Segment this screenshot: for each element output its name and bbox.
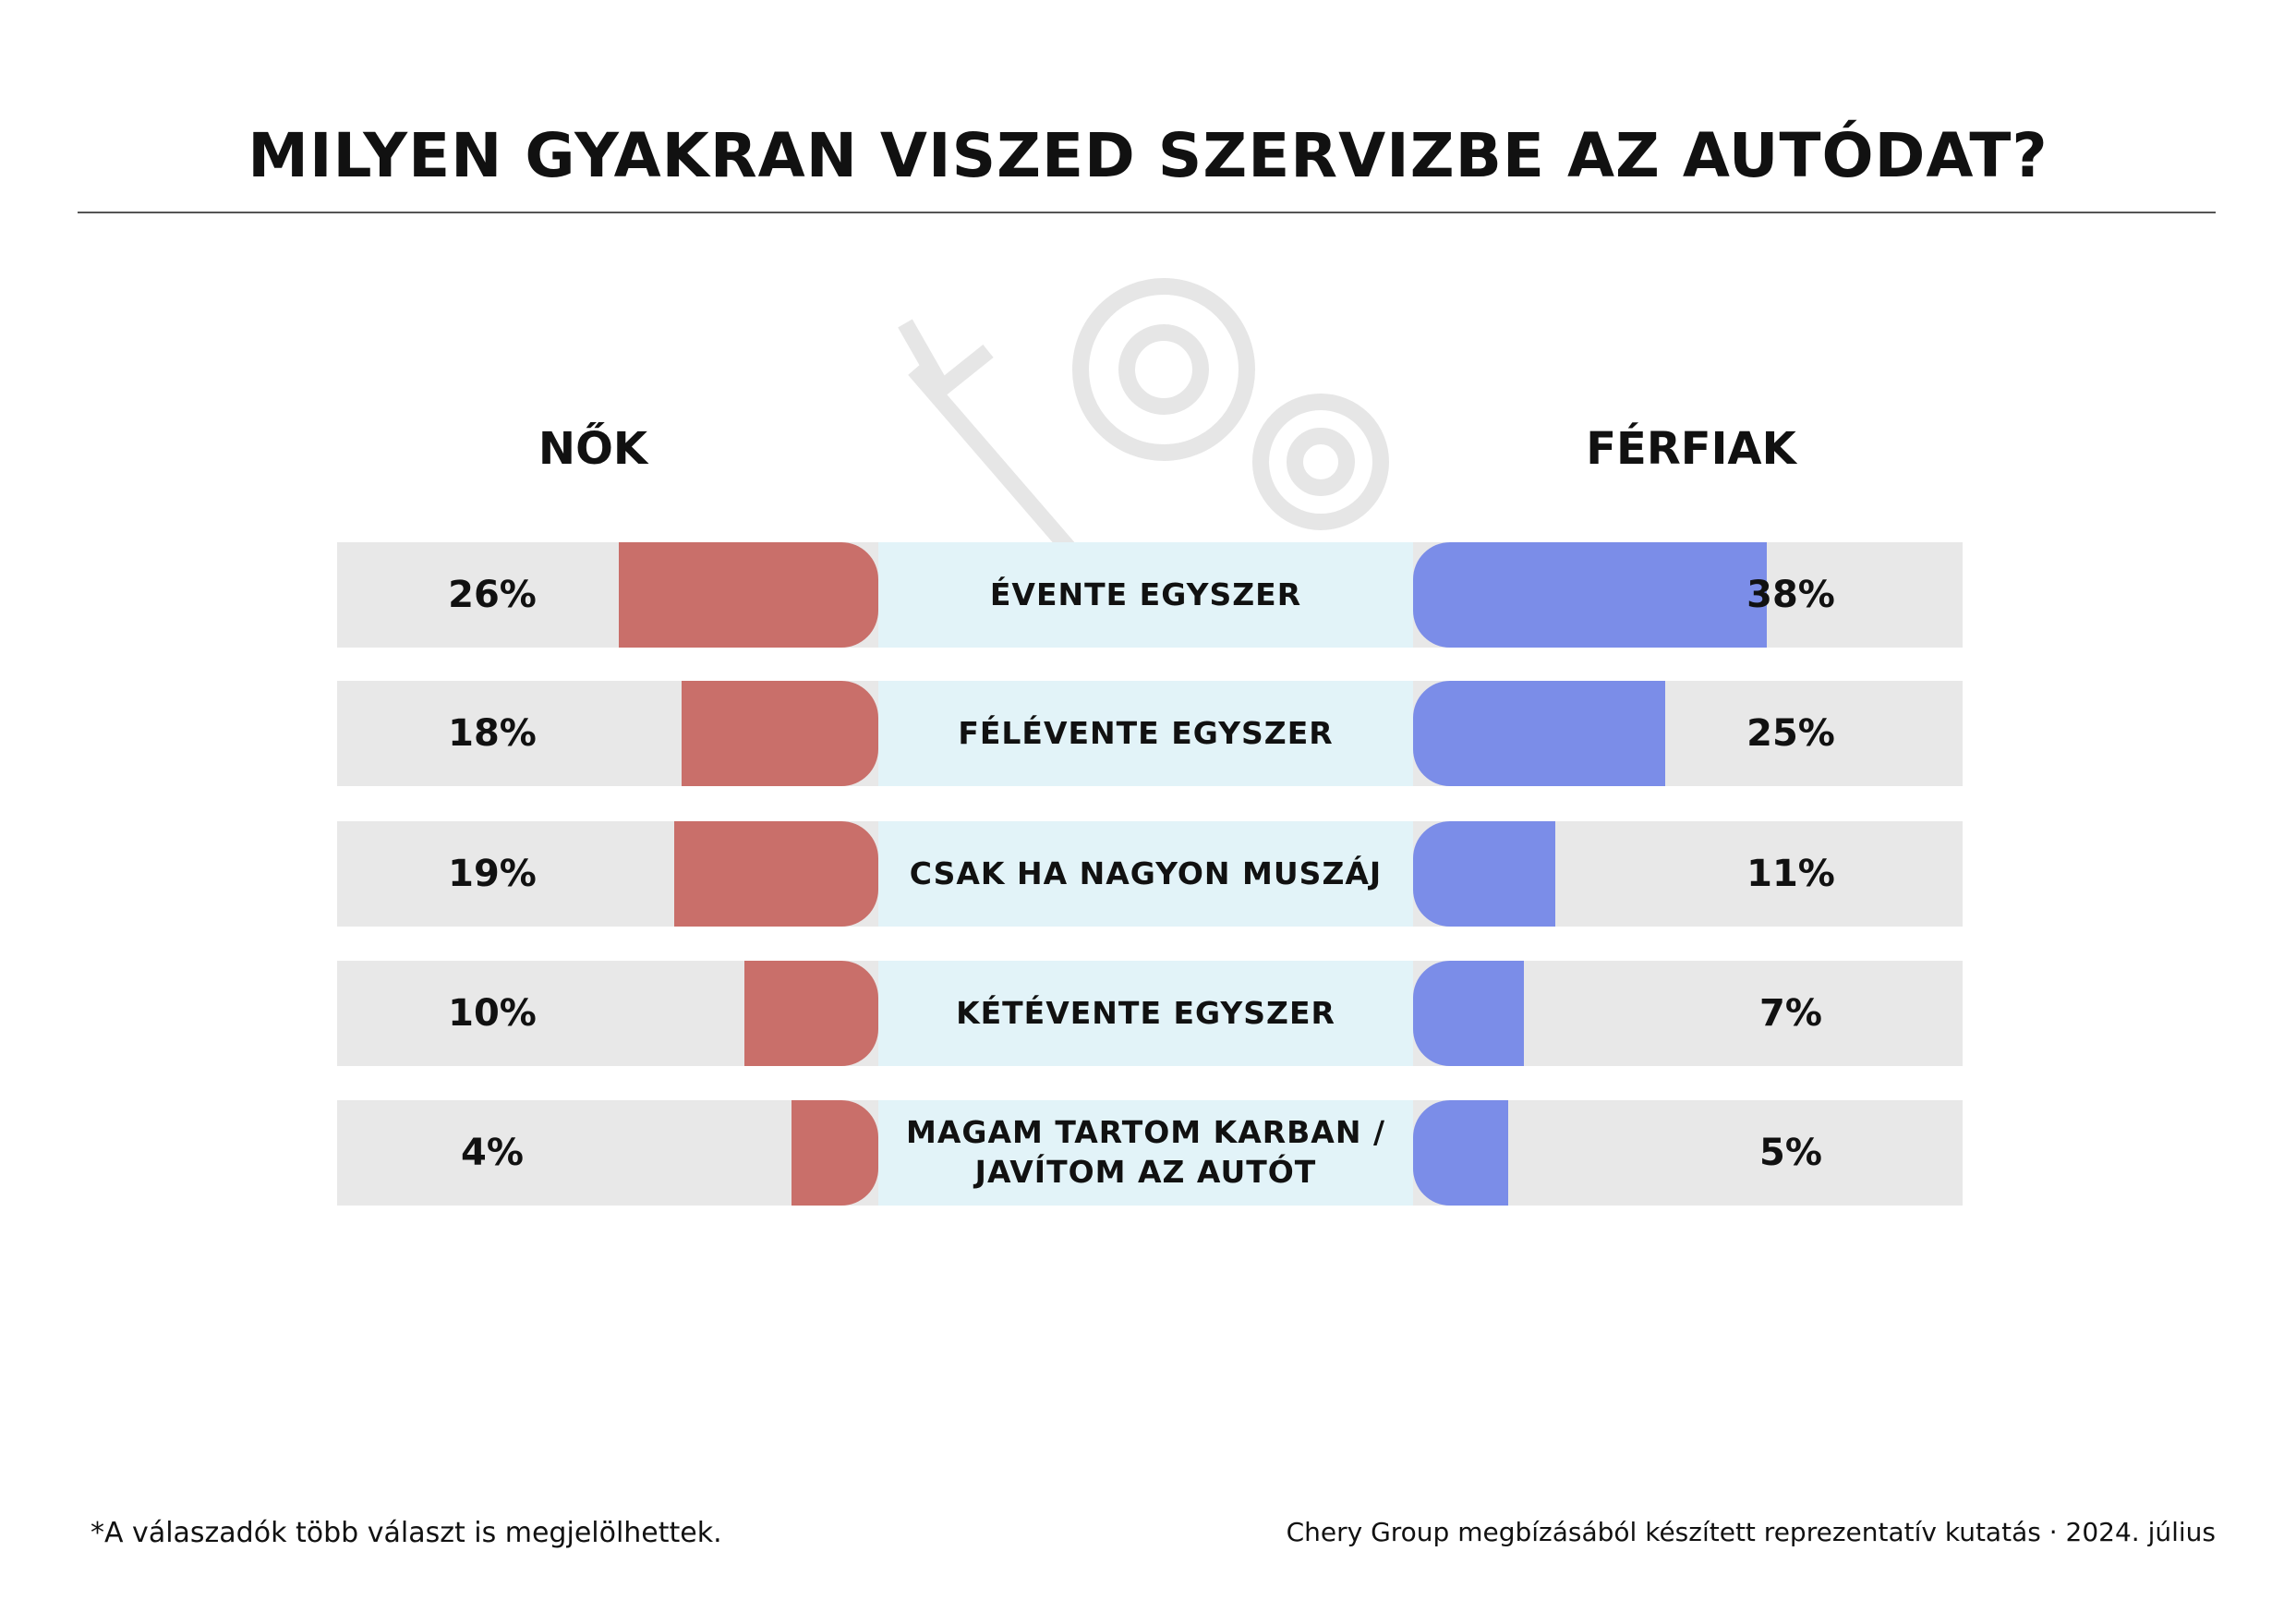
chart-title: MILYEN GYAKRAN VISZED SZERVIZBE AZ AUTÓD… <box>248 120 2048 191</box>
legend-men: FÉRFIAK <box>1586 423 1796 475</box>
value-label: 5% <box>1759 1132 1822 1174</box>
bar <box>1413 961 1524 1066</box>
category-label: FÉLÉVENTE EGYSZER <box>958 714 1334 751</box>
bar <box>619 542 878 648</box>
value-label: 11% <box>1746 853 1835 895</box>
value-label: 10% <box>448 992 537 1035</box>
category-background <box>878 542 1413 648</box>
footnote: *A válaszadók több választ is megjelölhe… <box>91 1517 722 1549</box>
bar <box>673 821 878 927</box>
legend-women: NŐK <box>538 423 648 475</box>
category-background <box>878 1100 1413 1206</box>
value-label: 38% <box>1746 574 1835 616</box>
bar <box>792 1100 878 1206</box>
category-label: ÉVENTE EGYSZER <box>989 576 1302 612</box>
value-label: 26% <box>448 574 537 616</box>
value-label: 25% <box>1746 712 1835 755</box>
gear-decoration <box>898 278 1389 578</box>
bar <box>682 681 878 786</box>
value-label: 18% <box>448 712 537 755</box>
value-label: 7% <box>1759 992 1822 1035</box>
category-background <box>878 681 1413 786</box>
source: Chery Group megbízásából készített repre… <box>1286 1517 2216 1547</box>
value-label: 19% <box>448 853 537 895</box>
category-label: CSAK HA NAGYON MUSZÁJ <box>909 854 1383 891</box>
category-label: MAGAM TARTOM KARBAN / JAVÍTOM AZ AUTÓT <box>905 1114 1385 1190</box>
bar <box>1413 681 1665 786</box>
bar <box>1413 821 1555 927</box>
category-background <box>878 821 1413 927</box>
bar <box>1413 542 1767 648</box>
category-label: KÉTÉVENTE EGYSZER <box>956 994 1335 1031</box>
bar <box>744 961 878 1066</box>
title-rule <box>78 212 2216 213</box>
bar <box>1413 1100 1508 1206</box>
value-label: 4% <box>461 1132 524 1174</box>
category-background <box>878 961 1413 1066</box>
